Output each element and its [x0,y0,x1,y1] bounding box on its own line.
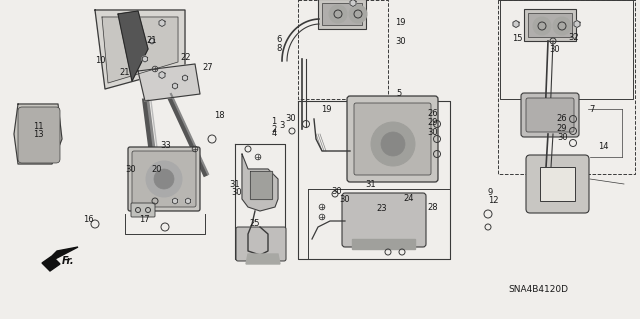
Text: 7: 7 [589,105,594,114]
Text: 31: 31 [365,180,376,189]
Circle shape [553,17,571,35]
Text: 23: 23 [376,204,387,213]
Text: 29: 29 [428,118,438,127]
Bar [322,3,362,25]
Circle shape [154,169,174,189]
Text: 21: 21 [146,36,156,45]
Circle shape [381,132,405,156]
FancyBboxPatch shape [526,155,589,213]
Polygon shape [350,0,356,6]
Text: 2: 2 [271,125,276,134]
Polygon shape [159,71,165,78]
Text: 30: 30 [428,128,438,137]
Text: 25: 25 [250,219,260,228]
Text: 14: 14 [598,142,608,151]
Polygon shape [102,17,178,83]
Bar [528,13,572,37]
Circle shape [371,122,415,166]
Text: 5: 5 [397,89,402,98]
Text: Fr.: Fr. [61,256,74,266]
Text: 30: 30 [125,165,136,174]
Polygon shape [250,171,272,199]
Polygon shape [513,20,519,27]
Circle shape [329,5,347,23]
Polygon shape [352,239,415,249]
Text: 30: 30 [285,114,296,122]
Text: 30: 30 [339,195,350,204]
Text: 24: 24 [403,194,413,203]
FancyBboxPatch shape [18,107,60,163]
Polygon shape [246,254,280,264]
FancyBboxPatch shape [526,98,574,132]
FancyBboxPatch shape [521,93,579,137]
Circle shape [146,161,182,197]
Text: 30: 30 [549,45,560,54]
Text: 11: 11 [33,122,44,130]
Text: 9: 9 [488,188,493,197]
Polygon shape [14,104,62,164]
Polygon shape [242,154,278,211]
Polygon shape [118,11,148,81]
Circle shape [349,5,367,23]
Text: 6: 6 [276,35,282,44]
Text: 28: 28 [428,204,438,212]
Text: 10: 10 [95,56,105,65]
Bar [318,0,366,29]
FancyBboxPatch shape [236,227,286,261]
Text: 21: 21 [119,68,129,77]
Text: 4: 4 [271,129,276,138]
Polygon shape [138,64,200,101]
Text: 12: 12 [488,196,498,204]
FancyBboxPatch shape [128,147,200,211]
Polygon shape [186,198,191,204]
FancyBboxPatch shape [131,203,155,217]
Text: SNA4B4120D: SNA4B4120D [508,285,568,293]
Polygon shape [149,38,155,44]
Text: 15: 15 [512,34,522,43]
Text: 30: 30 [232,188,243,197]
Polygon shape [172,198,177,204]
Polygon shape [42,247,78,271]
Text: 1: 1 [271,117,276,126]
Text: 26: 26 [557,114,568,123]
Text: 16: 16 [83,215,94,224]
Circle shape [533,17,551,35]
Text: 27: 27 [202,63,213,72]
FancyBboxPatch shape [540,167,575,201]
Text: 31: 31 [229,180,240,189]
Polygon shape [143,56,148,62]
Text: 29: 29 [557,124,567,133]
Text: 17: 17 [140,215,150,224]
FancyBboxPatch shape [347,96,438,182]
Polygon shape [159,19,165,26]
Polygon shape [182,75,188,81]
Text: 3: 3 [279,121,284,130]
Text: 19: 19 [396,18,406,27]
FancyBboxPatch shape [342,193,426,247]
Text: 30: 30 [332,187,342,196]
Text: 26: 26 [428,109,438,118]
Text: 33: 33 [160,141,171,150]
Text: 32: 32 [568,33,579,42]
Polygon shape [574,20,580,27]
Text: 13: 13 [33,130,44,139]
Text: 20: 20 [151,165,161,174]
Polygon shape [95,10,185,89]
Text: 30: 30 [396,37,406,46]
Text: 22: 22 [180,53,191,62]
Text: 30: 30 [557,133,568,142]
Bar [524,9,576,41]
FancyBboxPatch shape [354,103,431,175]
Text: 19: 19 [321,105,332,114]
Text: 8: 8 [276,44,282,53]
Polygon shape [172,83,177,89]
Text: 18: 18 [214,111,225,120]
FancyBboxPatch shape [132,151,196,207]
